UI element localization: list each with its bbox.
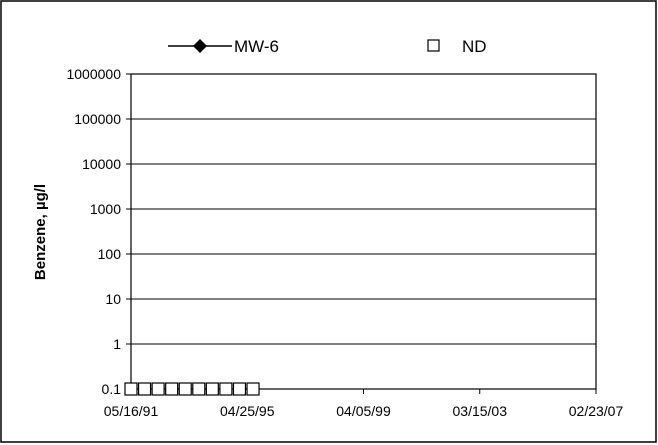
nd-point xyxy=(192,382,206,396)
y-tick-label: 100000 xyxy=(74,111,121,127)
nd-point xyxy=(151,382,165,396)
nd-point xyxy=(246,382,260,396)
nd-point xyxy=(165,382,179,396)
x-tick-label: 05/16/91 xyxy=(104,403,159,419)
nd-point xyxy=(232,382,247,396)
legend-item-mw6: MW-6 xyxy=(168,37,279,56)
y-tick-label: 100 xyxy=(98,246,122,262)
x-tick-label: 02/23/07 xyxy=(569,403,624,419)
y-tick-label: 1000 xyxy=(90,201,121,217)
x-tick-label: 04/05/99 xyxy=(336,403,391,419)
nd-point xyxy=(137,382,152,396)
nd-point xyxy=(178,382,192,396)
legend-nd-label: ND xyxy=(462,37,487,56)
nd-point xyxy=(205,382,219,396)
nd-point xyxy=(124,382,138,396)
x-axis-ticks: 05/16/91 04/25/95 04/05/99 03/15/03 02/23/07 xyxy=(104,389,624,419)
data-points xyxy=(124,382,260,396)
legend: MW-6 ND xyxy=(168,37,487,56)
legend-nd-marker xyxy=(427,39,440,52)
x-tick-label: 04/25/95 xyxy=(220,403,275,419)
y-axis-label: Benzene, µg/l xyxy=(32,184,49,280)
y-axis-ticks: 0.1 1 10 100 1000 10000 100000 1000000 xyxy=(66,66,131,397)
y-tick-label: 0.1 xyxy=(102,381,122,397)
y-tick-label: 10 xyxy=(105,291,121,307)
y-tick-label: 1 xyxy=(113,336,121,352)
legend-item-nd: ND xyxy=(427,37,487,56)
legend-mw6-marker xyxy=(193,39,207,53)
y-tick-label: 1000000 xyxy=(66,66,121,82)
x-tick-label: 03/15/03 xyxy=(453,403,508,419)
legend-mw6-label: MW-6 xyxy=(234,37,279,56)
nd-point xyxy=(219,382,233,396)
y-tick-label: 10000 xyxy=(82,156,121,172)
